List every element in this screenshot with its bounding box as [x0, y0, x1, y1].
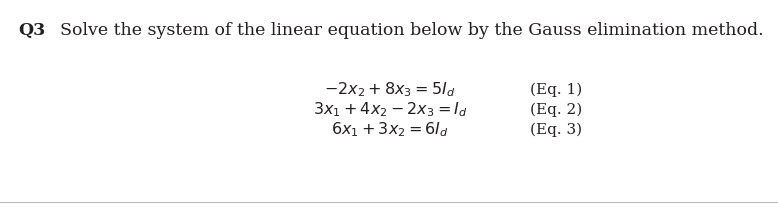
- Text: $-2x_2 + 8x_3 = 5I_d$: $-2x_2 + 8x_3 = 5I_d$: [324, 81, 456, 99]
- Text: (Eq. 1): (Eq. 1): [530, 83, 582, 97]
- Text: $3x_1 + 4x_2 - 2x_3 = I_d$: $3x_1 + 4x_2 - 2x_3 = I_d$: [313, 101, 468, 119]
- Text: Solve the system of the linear equation below by the Gauss elimination method.: Solve the system of the linear equation …: [60, 22, 764, 39]
- Text: (Eq. 3): (Eq. 3): [530, 123, 582, 137]
- Text: (Eq. 2): (Eq. 2): [530, 103, 582, 117]
- Text: $6x_1 + 3x_2 = 6I_d$: $6x_1 + 3x_2 = 6I_d$: [331, 121, 449, 139]
- Text: Q3: Q3: [18, 22, 45, 39]
